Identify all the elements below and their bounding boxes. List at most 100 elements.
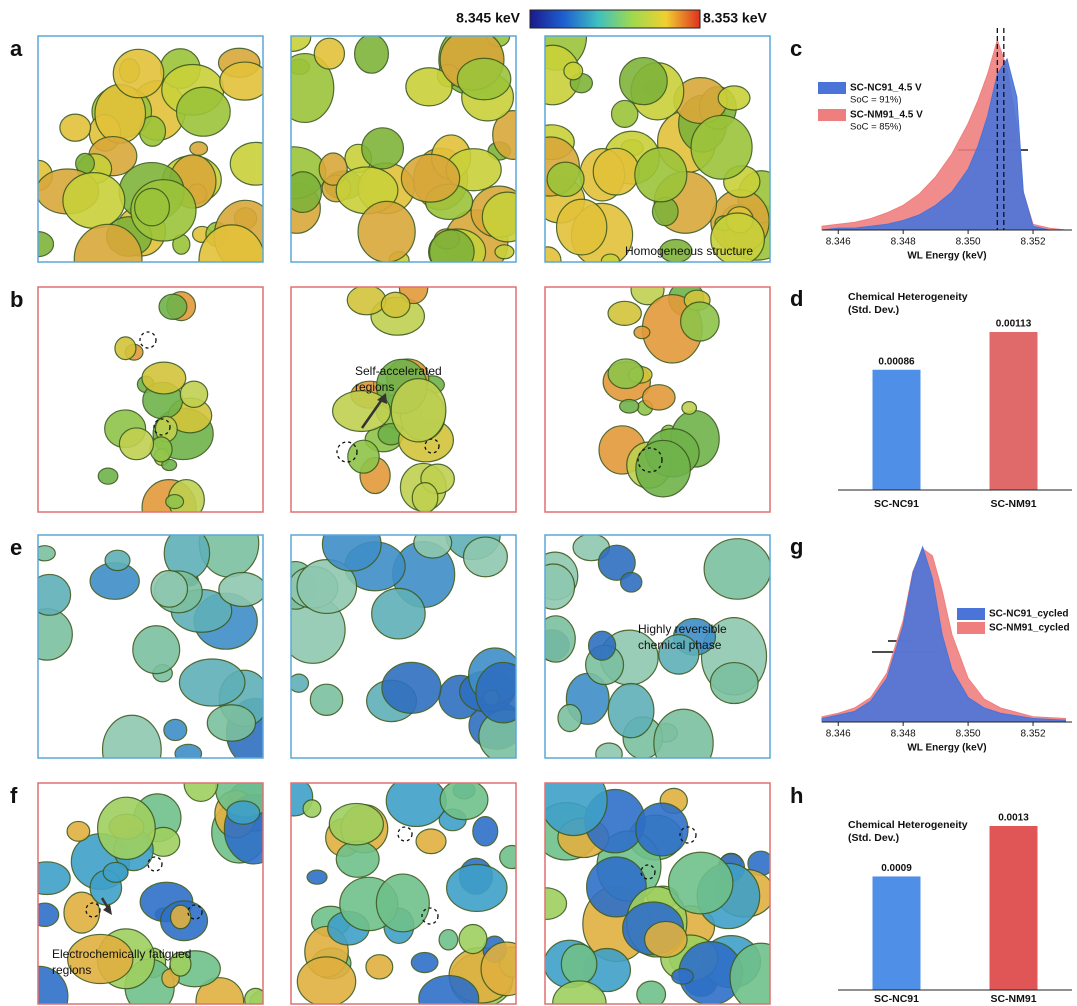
particle: [190, 142, 208, 155]
particle: [601, 254, 619, 267]
particle: [297, 957, 355, 1006]
particle: [634, 326, 650, 338]
particle: [135, 188, 170, 225]
particle: [476, 662, 531, 722]
particle: [382, 662, 441, 713]
particle: [115, 337, 136, 360]
particle: [532, 564, 574, 609]
panel-label: g: [790, 534, 803, 559]
particle: [412, 483, 438, 513]
particle: [119, 428, 153, 460]
particle: [643, 385, 676, 410]
particle: [166, 495, 184, 509]
particle: [414, 528, 452, 558]
particle: [430, 230, 474, 274]
particle: [227, 801, 260, 824]
value-label: 0.0013: [998, 813, 1029, 824]
particle: [322, 518, 381, 571]
bar: [990, 332, 1038, 490]
particle: [307, 870, 327, 884]
particle: [682, 402, 697, 415]
particle: [654, 709, 713, 777]
particle: [355, 35, 389, 74]
particle: [74, 224, 142, 293]
particle-image: [22, 48, 281, 296]
particle: [98, 797, 156, 859]
particle: [171, 905, 191, 929]
particle: [669, 852, 733, 914]
legend-label: SC-NM91_4.5 V: [850, 110, 923, 121]
colorbar: [530, 10, 700, 28]
particle: [401, 154, 459, 202]
legend-swatch: [818, 109, 846, 121]
particle: [620, 58, 668, 105]
particle: [142, 362, 186, 394]
x-tick-label: 8.346: [826, 237, 851, 248]
particle: [691, 115, 752, 179]
particle: [561, 944, 597, 984]
legend-label: SC-NM91_cycled: [989, 623, 1070, 634]
particle: [376, 874, 429, 932]
particle: [534, 247, 561, 274]
particle-image: [98, 292, 213, 536]
particle: [230, 142, 281, 185]
particle: [459, 924, 487, 953]
particle: [381, 292, 410, 317]
particle: [314, 38, 344, 69]
particle: [98, 468, 118, 484]
legend-swatch: [818, 82, 846, 94]
particle: [113, 49, 163, 97]
particle: [447, 864, 507, 911]
figure: 8.345 keV 8.353 keV abefHomogeneous stru…: [0, 0, 1077, 1006]
bar: [873, 876, 921, 990]
annotation: regions: [52, 963, 91, 977]
x-tick-label: 8.350: [956, 729, 981, 740]
annotation: Homogeneous structure: [625, 244, 753, 258]
particle: [500, 846, 525, 869]
particle-layer: [11, 3, 792, 1006]
x-tick-label: 8.352: [1021, 237, 1046, 248]
particle: [704, 539, 771, 599]
particle: [637, 981, 666, 1006]
particle: [31, 903, 59, 926]
panel-label: a: [10, 36, 23, 61]
x-tick-label: 8.348: [891, 729, 916, 740]
particle-image: [525, 765, 792, 1006]
panel-label: d: [790, 286, 803, 311]
panel-label: e: [10, 535, 22, 560]
particle: [557, 199, 607, 255]
value-label: 0.00113: [996, 319, 1032, 330]
legend-note: SoC = 91%): [850, 95, 902, 106]
particle: [710, 663, 758, 704]
particle-image: [599, 275, 719, 497]
x-tick-label: 8.352: [1021, 729, 1046, 740]
legend-label: SC-NC91_4.5 V: [850, 83, 922, 94]
particle: [372, 588, 425, 639]
particle: [481, 942, 533, 996]
particle-image: [21, 510, 285, 785]
particle-image: [276, 511, 535, 764]
particle: [220, 62, 270, 100]
particle: [60, 114, 91, 141]
legend-label: SC-NC91_cycled: [989, 609, 1068, 620]
particle: [536, 616, 575, 662]
panel-label: c: [790, 36, 802, 61]
annotation: chemical phase: [638, 638, 722, 652]
particle: [636, 803, 688, 856]
colorbar-min: 8.345 keV: [456, 10, 520, 26]
particle: [463, 537, 507, 577]
x-tick-label: SC-NC91: [874, 993, 919, 1005]
particle: [28, 574, 70, 615]
bar: [873, 370, 921, 490]
colorbar-max: 8.353 keV: [703, 10, 767, 26]
particle: [151, 570, 188, 607]
chart-title: Chemical Heterogeneity: [848, 291, 968, 303]
value-label: 0.0009: [881, 863, 912, 874]
particle: [457, 58, 510, 100]
particle: [620, 399, 639, 413]
x-axis-title: WL Energy (keV): [907, 743, 986, 754]
x-tick-label: 8.348: [891, 237, 916, 248]
particle: [336, 841, 379, 877]
panel-label: b: [10, 287, 23, 312]
particle: [547, 162, 584, 196]
